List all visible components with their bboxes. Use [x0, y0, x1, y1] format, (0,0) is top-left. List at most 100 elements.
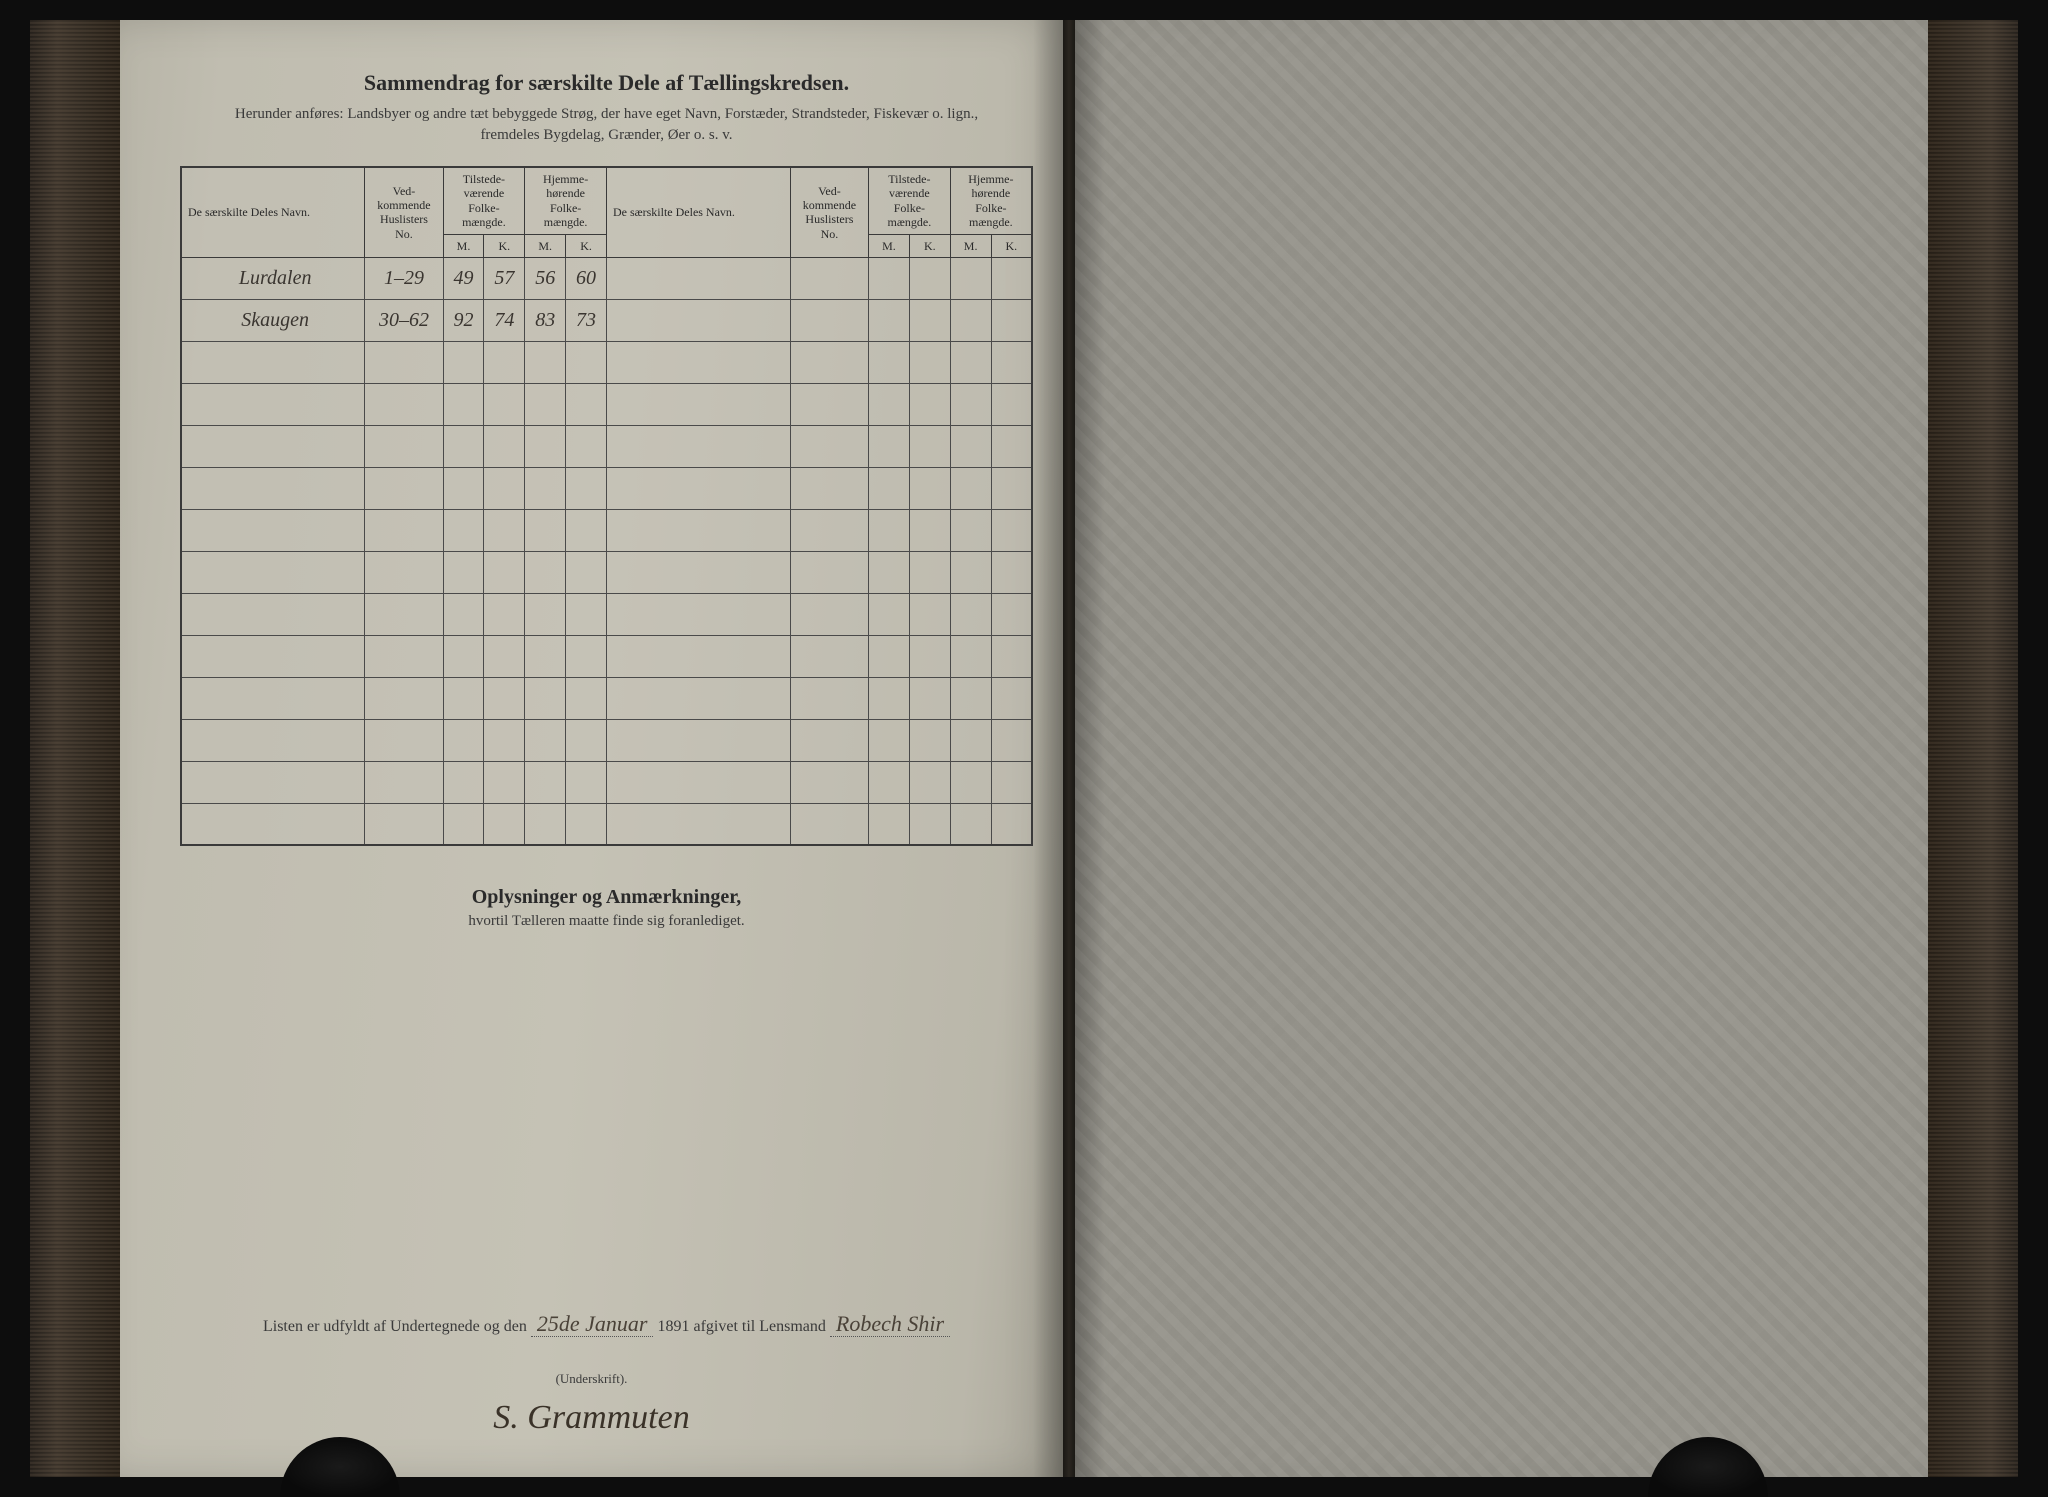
cell-empty: [869, 425, 910, 467]
cell-empty: [950, 719, 991, 761]
cell-empty: [909, 341, 950, 383]
cell-empty: [869, 467, 910, 509]
cell-empty: [950, 509, 991, 551]
cell-empty: [869, 593, 910, 635]
cell-empty: [790, 467, 868, 509]
cell-empty: [365, 509, 443, 551]
cell-empty: [909, 257, 950, 299]
cell-empty: [181, 467, 365, 509]
page-title: Sammendrag for særskilte Dele af Tælling…: [180, 70, 1033, 96]
cell-empty: [484, 551, 525, 593]
census-table: De særskilte Deles Navn. Ved-kommende Hu…: [180, 166, 1033, 846]
cell-empty: [566, 761, 607, 803]
cell-empty: [181, 677, 365, 719]
cell-empty: [365, 719, 443, 761]
cell-empty: [566, 551, 607, 593]
cell-empty: [525, 719, 566, 761]
cell-empty: [365, 803, 443, 845]
cell-empty: [525, 509, 566, 551]
cell-empty: [525, 467, 566, 509]
cell-empty: [909, 509, 950, 551]
cell-empty: [909, 719, 950, 761]
col-m: M.: [869, 234, 910, 257]
cell-empty: [991, 803, 1032, 845]
cell-empty: [484, 425, 525, 467]
cell-empty: [566, 341, 607, 383]
table-body: Lurdalen1–2949575660Skaugen30–6292748373: [181, 257, 1032, 845]
cell-empty: [790, 257, 868, 299]
table-row-empty: [181, 383, 1032, 425]
col-hjemme: Hjemme-hørende Folke-mængde.: [525, 167, 607, 234]
cell-empty: [484, 719, 525, 761]
cell-empty: [566, 593, 607, 635]
cell-empty: [909, 803, 950, 845]
table-row-empty: [181, 803, 1032, 845]
cell-empty: [566, 677, 607, 719]
col-name-2: De særskilte Deles Navn.: [606, 167, 790, 257]
cell-empty: [525, 761, 566, 803]
cell-empty: [950, 593, 991, 635]
cell-empty: [484, 383, 525, 425]
cell-empty: [443, 803, 484, 845]
header: Sammendrag for særskilte Dele af Tælling…: [180, 70, 1033, 146]
cell-empty: [443, 551, 484, 593]
cell-empty: [950, 677, 991, 719]
cell-empty: [365, 635, 443, 677]
cell-empty: [790, 383, 868, 425]
cell-empty: [484, 341, 525, 383]
cell-empty: [484, 761, 525, 803]
cell-empty: [566, 803, 607, 845]
table-row: Lurdalen1–2949575660: [181, 257, 1032, 299]
cell-empty: [991, 299, 1032, 341]
subtitle-line-2: fremdeles Bygdelag, Grænder, Øer o. s. v…: [180, 125, 1033, 146]
cell-empty: [525, 803, 566, 845]
footer-mid: afgivet til Lensmand: [693, 1318, 825, 1335]
col-m: M.: [525, 234, 566, 257]
cell-empty: [790, 635, 868, 677]
notes-section: Oplysninger og Anmærkninger, hvortil Tæl…: [180, 886, 1033, 930]
cell-empty: [443, 509, 484, 551]
table-header: De særskilte Deles Navn. Ved-kommende Hu…: [181, 167, 1032, 257]
cell-empty: [950, 467, 991, 509]
cell-empty: [950, 341, 991, 383]
cell-empty: [950, 551, 991, 593]
cell-empty: [790, 761, 868, 803]
cell-empty: [443, 425, 484, 467]
cell-empty: [606, 341, 790, 383]
cell-empty: [869, 341, 910, 383]
cell-empty: [525, 341, 566, 383]
table-row-empty: [181, 551, 1032, 593]
cell-empty: [525, 425, 566, 467]
cell-empty: [181, 551, 365, 593]
cell-empty: [181, 593, 365, 635]
cell-empty: [790, 509, 868, 551]
cell-empty: [909, 635, 950, 677]
cell-empty: [365, 467, 443, 509]
footer-lensmand: Robech Shir: [830, 1311, 950, 1337]
cell-empty: [566, 509, 607, 551]
footer-year: 1891: [657, 1318, 689, 1335]
cell-empty: [365, 677, 443, 719]
cell-empty: [869, 551, 910, 593]
signature-label: (Underskrift).: [120, 1371, 1063, 1387]
cell-empty: [606, 761, 790, 803]
cell-empty: [365, 593, 443, 635]
cell-empty: [606, 467, 790, 509]
cell-empty: [525, 677, 566, 719]
cell-empty: [365, 761, 443, 803]
cell-empty: [181, 341, 365, 383]
cell-empty: [365, 383, 443, 425]
cell-empty: [950, 257, 991, 299]
subtitle-line-1: Herunder anføres: Landsbyer og andre tæt…: [180, 104, 1033, 125]
cell-empty: [869, 635, 910, 677]
right-page: [1075, 20, 1928, 1477]
col-tilstede-2: Tilstede-værende Folke-mængde.: [869, 167, 951, 234]
cell-empty: [525, 635, 566, 677]
cell-hm: 83: [525, 299, 566, 341]
cell-tm: 92: [443, 299, 484, 341]
table-row-empty: [181, 467, 1032, 509]
cell-empty: [790, 551, 868, 593]
cell-empty: [869, 509, 910, 551]
table-row-empty: [181, 425, 1032, 467]
cell-empty: [869, 383, 910, 425]
